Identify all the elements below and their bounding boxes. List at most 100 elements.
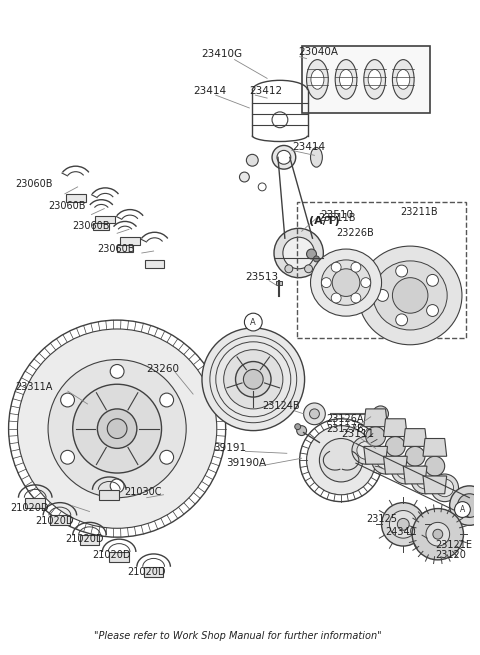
- Circle shape: [425, 457, 444, 476]
- Text: 23040A: 23040A: [299, 47, 339, 57]
- Circle shape: [202, 328, 305, 430]
- Circle shape: [351, 293, 361, 303]
- Bar: [99, 490, 119, 500]
- Circle shape: [412, 508, 464, 560]
- Text: 24340: 24340: [385, 527, 416, 537]
- Bar: [145, 260, 165, 268]
- Polygon shape: [384, 457, 407, 474]
- Circle shape: [396, 265, 408, 277]
- Circle shape: [48, 360, 186, 498]
- Circle shape: [397, 518, 409, 531]
- Ellipse shape: [373, 261, 447, 330]
- Text: A: A: [251, 318, 256, 327]
- Text: 23060B: 23060B: [15, 179, 53, 189]
- Circle shape: [396, 461, 414, 479]
- Circle shape: [393, 278, 428, 313]
- Circle shape: [107, 419, 127, 438]
- Text: 23111: 23111: [341, 428, 374, 439]
- Circle shape: [277, 151, 291, 164]
- Text: 21020D: 21020D: [11, 502, 49, 513]
- Text: A: A: [460, 505, 465, 514]
- Text: 23121E: 23121E: [435, 540, 472, 550]
- Ellipse shape: [311, 69, 324, 89]
- Ellipse shape: [368, 69, 381, 89]
- Circle shape: [426, 523, 450, 546]
- Circle shape: [385, 436, 405, 457]
- Circle shape: [319, 438, 363, 482]
- Circle shape: [110, 479, 124, 493]
- Bar: [301, 46, 430, 113]
- Text: 21020D: 21020D: [93, 550, 131, 560]
- Circle shape: [331, 262, 341, 272]
- Text: (A/T): (A/T): [309, 216, 339, 227]
- Circle shape: [411, 466, 439, 494]
- Circle shape: [450, 486, 480, 525]
- Text: 21020D: 21020D: [35, 516, 74, 527]
- Circle shape: [274, 229, 324, 278]
- Text: 23120: 23120: [435, 550, 466, 560]
- Polygon shape: [403, 466, 427, 484]
- Circle shape: [272, 112, 288, 128]
- Text: 23126A: 23126A: [326, 414, 364, 424]
- Polygon shape: [384, 419, 407, 436]
- Bar: [96, 215, 115, 223]
- Circle shape: [396, 314, 408, 326]
- Polygon shape: [364, 447, 387, 464]
- Circle shape: [427, 305, 438, 316]
- Text: 39191: 39191: [213, 443, 246, 453]
- Text: 23060B: 23060B: [48, 200, 85, 211]
- Circle shape: [285, 265, 293, 272]
- Bar: [25, 498, 45, 508]
- Circle shape: [391, 457, 419, 484]
- Circle shape: [427, 274, 438, 286]
- Circle shape: [307, 426, 376, 495]
- Bar: [80, 535, 99, 545]
- Text: 23513: 23513: [245, 272, 278, 282]
- Text: 23412: 23412: [249, 86, 282, 96]
- Circle shape: [224, 350, 283, 409]
- Bar: [297, 202, 467, 338]
- Circle shape: [272, 145, 296, 169]
- Text: 23125: 23125: [366, 514, 397, 525]
- Bar: [50, 515, 70, 525]
- Circle shape: [73, 384, 162, 473]
- Text: 21020D: 21020D: [65, 534, 103, 544]
- Bar: [94, 223, 109, 231]
- Circle shape: [243, 369, 263, 389]
- Polygon shape: [364, 409, 387, 426]
- Circle shape: [313, 256, 319, 262]
- Circle shape: [160, 451, 174, 464]
- Circle shape: [240, 172, 249, 182]
- Circle shape: [331, 293, 341, 303]
- Bar: [120, 237, 140, 245]
- Circle shape: [110, 364, 124, 379]
- Text: 23226B: 23226B: [336, 229, 374, 238]
- Circle shape: [389, 510, 417, 538]
- Bar: [109, 552, 129, 562]
- Ellipse shape: [307, 60, 328, 99]
- Text: 39190A: 39190A: [226, 458, 266, 468]
- Circle shape: [97, 409, 137, 449]
- Bar: [66, 194, 85, 202]
- Circle shape: [236, 362, 271, 397]
- Circle shape: [431, 474, 458, 502]
- Circle shape: [382, 502, 425, 546]
- Bar: [276, 280, 282, 284]
- Text: 23127B: 23127B: [326, 424, 364, 434]
- Polygon shape: [423, 476, 447, 494]
- Circle shape: [416, 471, 434, 489]
- Bar: [117, 245, 133, 252]
- Circle shape: [352, 436, 380, 464]
- Text: "Please refer to Work Shop Manual for further information": "Please refer to Work Shop Manual for fu…: [94, 631, 381, 641]
- Polygon shape: [403, 428, 427, 447]
- Text: 23311A: 23311A: [15, 383, 53, 392]
- Circle shape: [366, 426, 385, 447]
- Circle shape: [297, 426, 307, 436]
- Circle shape: [377, 451, 395, 469]
- Text: 23414: 23414: [193, 86, 226, 96]
- Circle shape: [60, 393, 74, 407]
- Circle shape: [295, 424, 300, 430]
- Text: 21030C: 21030C: [124, 487, 162, 496]
- Ellipse shape: [393, 60, 414, 99]
- Circle shape: [436, 479, 454, 496]
